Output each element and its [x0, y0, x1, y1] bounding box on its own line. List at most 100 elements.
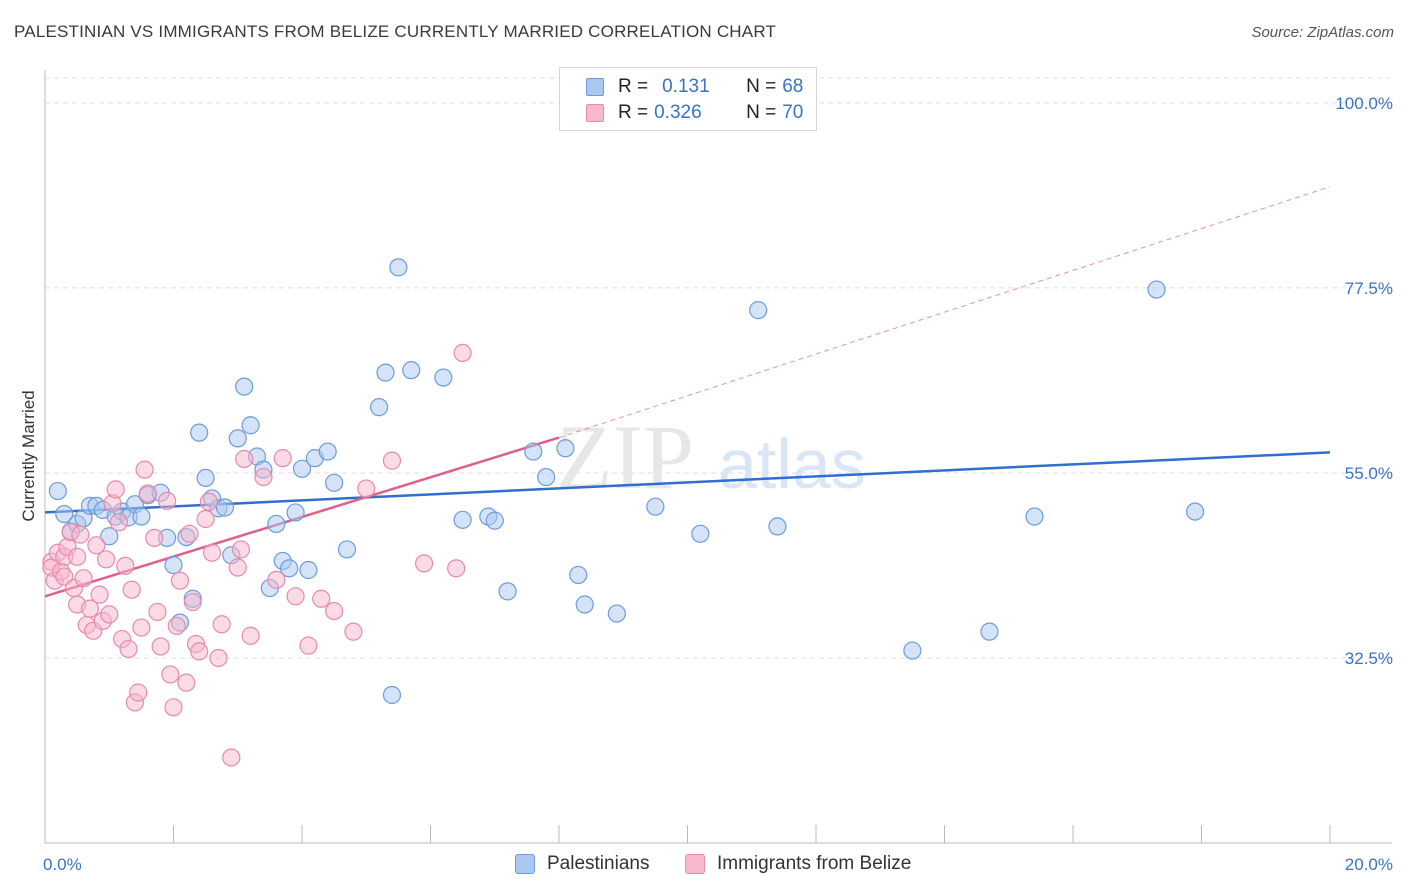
point-palestinians	[575, 595, 594, 614]
point-palestinians	[453, 510, 472, 529]
point-palestinians	[524, 442, 543, 461]
point-belize	[135, 460, 154, 479]
chart-title: PALESTINIAN VS IMMIGRANTS FROM BELIZE CU…	[14, 22, 777, 41]
point-belize	[228, 558, 247, 577]
point-palestinians	[55, 504, 74, 524]
point-belize	[106, 480, 125, 499]
point-palestinians	[241, 416, 260, 435]
bottom-legend-belize: Immigrants from Belize	[685, 852, 911, 876]
point-palestinians	[498, 582, 517, 601]
x-tick-label: 20.0%	[1345, 855, 1393, 874]
point-palestinians	[292, 459, 312, 478]
legend-swatch-pink	[586, 104, 604, 122]
legend-n-value: 68	[782, 76, 804, 97]
point-belize	[222, 748, 241, 767]
point-belize	[74, 569, 93, 588]
y-tick-label: 100.0%	[1335, 94, 1393, 113]
point-belize	[180, 524, 199, 543]
point-belize	[212, 615, 231, 634]
point-belize	[100, 605, 119, 624]
point-palestinians	[691, 524, 710, 543]
point-belize	[138, 484, 157, 503]
point-belize	[170, 571, 190, 590]
point-palestinians	[556, 439, 575, 458]
trend-extension-belize	[558, 186, 1331, 439]
point-palestinians	[376, 363, 395, 382]
point-belize	[122, 580, 141, 599]
point-palestinians	[980, 622, 999, 641]
point-palestinians	[607, 604, 626, 623]
y-tick-label: 77.5%	[1345, 279, 1393, 298]
point-palestinians	[749, 301, 768, 320]
point-palestinians	[286, 503, 305, 522]
point-belize	[254, 467, 273, 487]
point-palestinians	[132, 507, 151, 526]
point-belize	[68, 547, 87, 566]
point-belize	[167, 616, 186, 636]
point-belize	[183, 592, 202, 612]
point-palestinians	[1185, 502, 1205, 521]
point-palestinians	[903, 641, 922, 660]
point-belize	[132, 618, 151, 637]
point-palestinians	[196, 468, 215, 487]
point-belize	[145, 528, 164, 548]
legend-row-belize: R = 0.326 N = 70	[586, 101, 803, 125]
point-palestinians	[485, 511, 504, 530]
point-belize	[119, 639, 138, 659]
point-palestinians	[537, 467, 556, 487]
point-belize	[382, 451, 402, 470]
point-palestinians	[318, 442, 337, 461]
point-belize	[453, 343, 472, 362]
point-palestinians	[434, 368, 453, 387]
point-belize	[447, 559, 466, 578]
point-belize	[312, 589, 331, 608]
point-belize	[414, 554, 434, 573]
point-belize	[116, 556, 135, 575]
point-palestinians	[325, 473, 344, 492]
point-belize	[199, 492, 218, 511]
point-palestinians	[370, 398, 389, 417]
point-palestinians	[646, 497, 665, 516]
legend-n-key: N =	[746, 102, 777, 123]
legend-swatch-blue	[586, 78, 604, 96]
point-palestinians	[48, 481, 67, 501]
watermark-zip: ZIP	[556, 406, 694, 508]
point-belize	[267, 570, 286, 589]
axes	[44, 70, 1392, 844]
bottom-legend-label: Immigrants from Belize	[717, 853, 912, 874]
point-belize	[164, 698, 183, 717]
legend-r-value: 0.326	[654, 102, 702, 123]
point-belize	[190, 642, 209, 661]
source-label: Source: ZipAtlas.com	[1251, 24, 1394, 41]
point-palestinians	[402, 361, 421, 380]
point-belize	[231, 540, 251, 559]
point-belize	[344, 622, 363, 641]
point-palestinians	[215, 498, 234, 517]
point-belize	[235, 449, 254, 469]
point-belize	[148, 602, 167, 622]
point-belize	[241, 626, 260, 645]
y-tick-label: 55.0%	[1345, 464, 1393, 483]
legend-n-key: N =	[746, 76, 777, 97]
point-palestinians	[267, 514, 286, 534]
point-belize	[129, 683, 148, 702]
tick-labels: 32.5% 55.0% 77.5% 100.0% 0.0% 20.0%	[43, 94, 1393, 874]
point-palestinians	[235, 377, 254, 396]
bottom-swatch-pink	[685, 854, 705, 874]
point-palestinians	[280, 559, 299, 578]
point-belize	[286, 587, 305, 606]
y-tick-label: 32.5%	[1345, 649, 1393, 668]
trend-line-palestinians	[44, 451, 1331, 514]
point-belize	[96, 550, 116, 569]
grid-lines	[45, 77, 1392, 659]
point-belize	[325, 601, 344, 621]
point-belize	[161, 665, 180, 684]
point-belize	[87, 536, 106, 555]
point-palestinians	[1147, 280, 1166, 299]
point-belize	[357, 479, 376, 498]
point-palestinians	[768, 517, 787, 536]
point-palestinians	[164, 555, 183, 575]
point-belize	[71, 525, 90, 544]
point-belize	[196, 509, 215, 529]
